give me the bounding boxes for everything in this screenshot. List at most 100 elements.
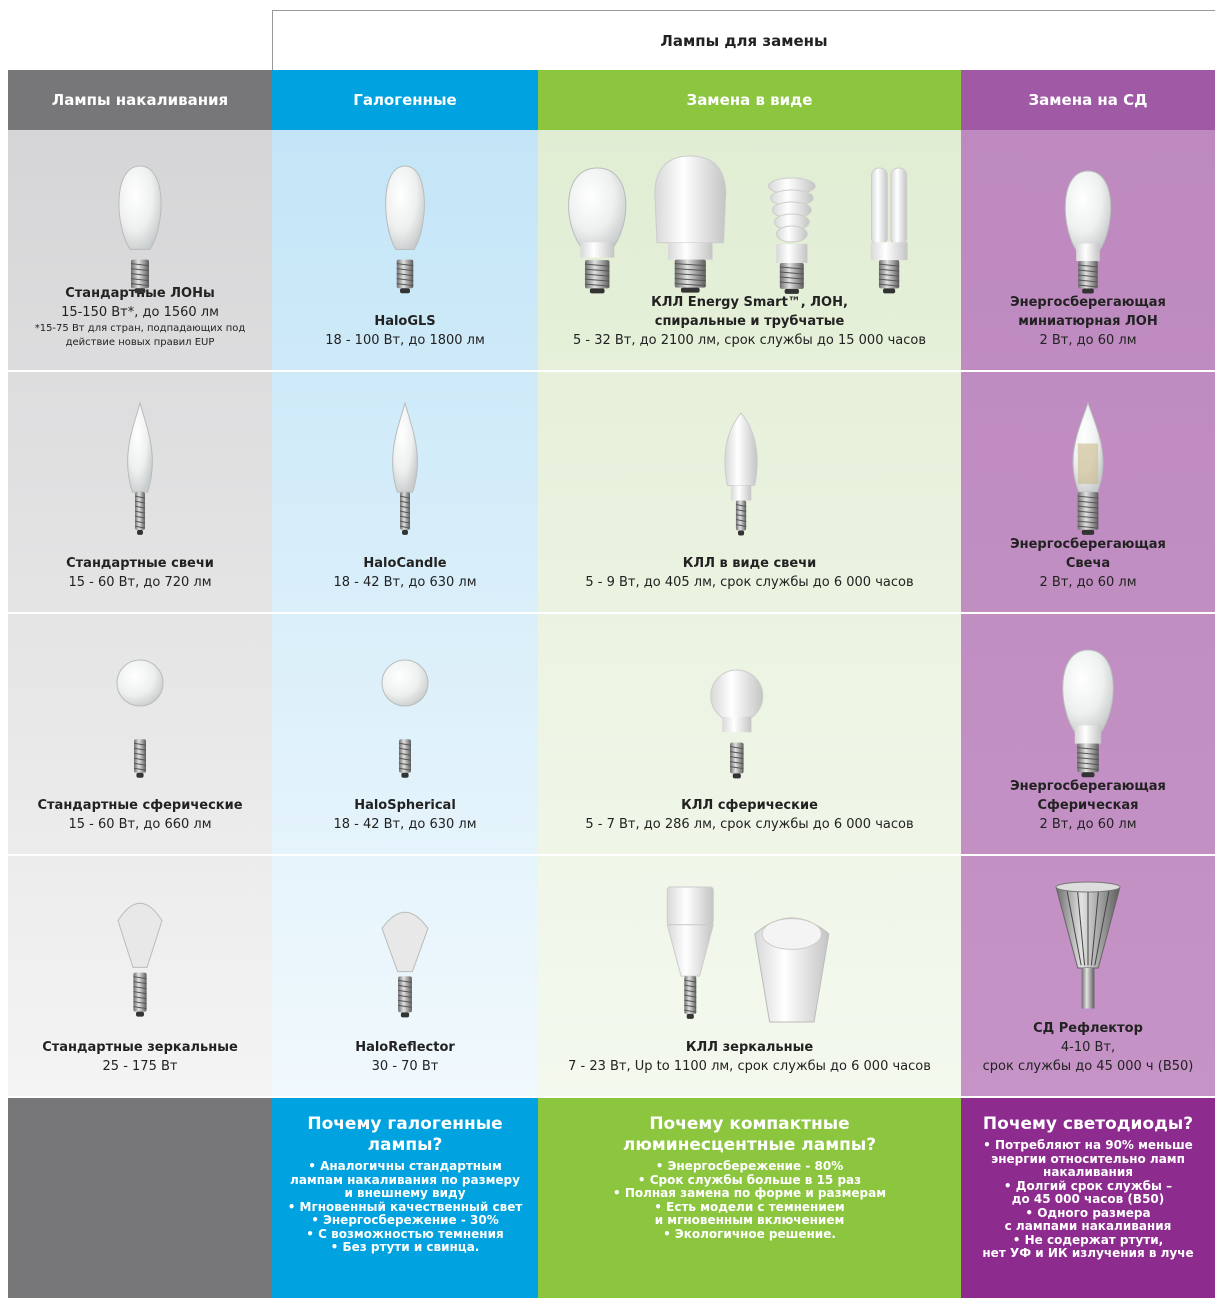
lamp-part <box>1077 500 1099 504</box>
lamp-part <box>684 1004 697 1008</box>
lamp-part <box>1077 762 1099 766</box>
footer-title: Почему светодиоды? <box>982 1114 1194 1134</box>
table-cell: КЛЛ сферические 5 - 7 Вт, до 286 лм, срок… <box>538 614 961 856</box>
cell-details: 2 Вт, до 60 лм <box>1039 333 1137 348</box>
cell-title: Энергосберегающая <box>1010 537 1166 552</box>
footer-point: • С возможностью темнения <box>306 1226 504 1241</box>
lamp-part <box>133 762 147 766</box>
lamp-part <box>775 225 808 243</box>
cell-title: КЛЛ Energy Smart™, ЛОН, <box>651 295 848 310</box>
lamp-part <box>1090 888 1100 966</box>
cell-title: миниатюрная ЛОН <box>1018 314 1158 329</box>
footer-point: энергии относительно ламп <box>991 1151 1185 1166</box>
lamp-part <box>398 989 412 993</box>
footer-point: • Аналогичны стандартным <box>308 1159 502 1173</box>
lamp-part <box>1077 443 1099 484</box>
lamp-part <box>137 529 143 535</box>
lamp-part <box>784 288 799 294</box>
lamp-part <box>385 165 425 250</box>
lamp-part <box>133 996 147 1000</box>
footer-point: и внешнему виду <box>344 1186 466 1200</box>
lamp-part <box>735 504 747 507</box>
lamp-part <box>399 520 411 524</box>
table-cell: Энергосберегающая миниатюрная ЛОН 2 Вт, до… <box>961 130 1215 372</box>
lamp-part <box>584 263 610 267</box>
lamp-part <box>134 505 146 509</box>
footer-cell: Почему компактные люминесцентные лампы? • … <box>538 1098 961 1298</box>
lamp-part <box>729 756 744 760</box>
lamp-part <box>133 757 147 761</box>
lamp-part <box>133 1001 147 1005</box>
lamp-part <box>399 525 411 529</box>
lamp-part <box>684 994 697 998</box>
cell-details: 4-10 Вт, <box>1060 1040 1116 1055</box>
table-cell: Стандартные зеркальные 25 - 175 Вт <box>8 856 272 1098</box>
lamp-image <box>1055 881 1121 1009</box>
cell-title: КЛЛ в виде свечи <box>682 556 817 571</box>
cell-title: HaloSpherical <box>354 798 456 813</box>
lamp-part <box>116 659 164 707</box>
lamp-part <box>878 273 900 277</box>
lamp-part <box>684 979 697 983</box>
lamp-image <box>568 155 908 294</box>
lamp-part <box>130 268 150 272</box>
lamp-part <box>883 288 896 294</box>
lamp-part <box>729 766 744 770</box>
lamp-part <box>396 259 414 289</box>
lamp-part <box>878 260 900 289</box>
table-cell: Стандартные сферические 15 - 60 Вт, до 66… <box>8 614 272 856</box>
lamp-part <box>398 757 412 761</box>
footer-point: • Потребляют на 90% меньше <box>983 1138 1193 1152</box>
lamp-part <box>136 772 144 778</box>
lamp-part <box>710 669 764 723</box>
lamp-part <box>654 155 727 244</box>
lamp-part <box>1081 772 1095 778</box>
lamp-part <box>729 751 744 755</box>
cell-details: 5 - 32 Вт, до 2100 лм, срок службы до 15… <box>572 333 927 348</box>
footer-cell <box>8 1098 272 1298</box>
lamp-part <box>724 412 758 486</box>
footer-cell: Почему светодиоды? • Потребляют на 90% ме… <box>961 1098 1215 1298</box>
lamp-part <box>1077 747 1099 751</box>
lamp-part <box>130 263 150 267</box>
lamp-part <box>1066 888 1082 966</box>
lamp-part <box>133 752 147 756</box>
table-cell: Энергосберегающая Свеча 2 Вт, до 60 лм <box>961 372 1215 614</box>
lamp-part <box>1077 525 1099 529</box>
lamp-part <box>870 242 908 261</box>
cell-title: Стандартные сферические <box>37 798 243 813</box>
lamp-part <box>136 1011 144 1017</box>
lamp-part <box>684 989 697 993</box>
lamp-part <box>398 1004 412 1008</box>
lamp-part <box>381 911 429 973</box>
cell-title: Свеча <box>1065 556 1111 571</box>
cell-details: срок службы до 45 000 ч (B50) <box>982 1059 1194 1074</box>
lamp-part <box>398 747 412 751</box>
footer-point: • Полная замена по форме и размерам <box>612 1186 887 1200</box>
lamp-part <box>735 519 747 522</box>
lamp-part <box>399 515 411 519</box>
lamp-part <box>1055 881 1121 893</box>
table-cell: HaloSpherical 18 - 42 Вт, до 630 лм <box>272 614 538 856</box>
lamp-part <box>1081 968 1095 1009</box>
lamp-part <box>1062 649 1114 734</box>
cell-title: Стандартные ЛОНы <box>65 286 215 301</box>
lamp-part <box>735 524 747 527</box>
footer-point: • Экологичное решение. <box>663 1226 836 1241</box>
footer-title: люминесцентные лампы? <box>622 1135 877 1155</box>
lamp-part <box>686 1013 694 1019</box>
lamp-part <box>680 287 700 293</box>
lamp-part <box>779 266 804 270</box>
lamp-part <box>398 742 412 746</box>
footer-title: Почему галогенные <box>307 1114 503 1134</box>
footer-point: • Энергосбережение - 30% <box>311 1213 499 1227</box>
lamp-part <box>396 263 414 267</box>
lamp-part <box>584 260 610 289</box>
lamp-part <box>127 401 153 493</box>
lamp-image <box>666 886 830 1023</box>
lamp-part <box>133 747 147 751</box>
lamp-part <box>1078 284 1098 288</box>
lamp-part <box>684 999 697 1003</box>
lamp-image <box>385 165 425 294</box>
